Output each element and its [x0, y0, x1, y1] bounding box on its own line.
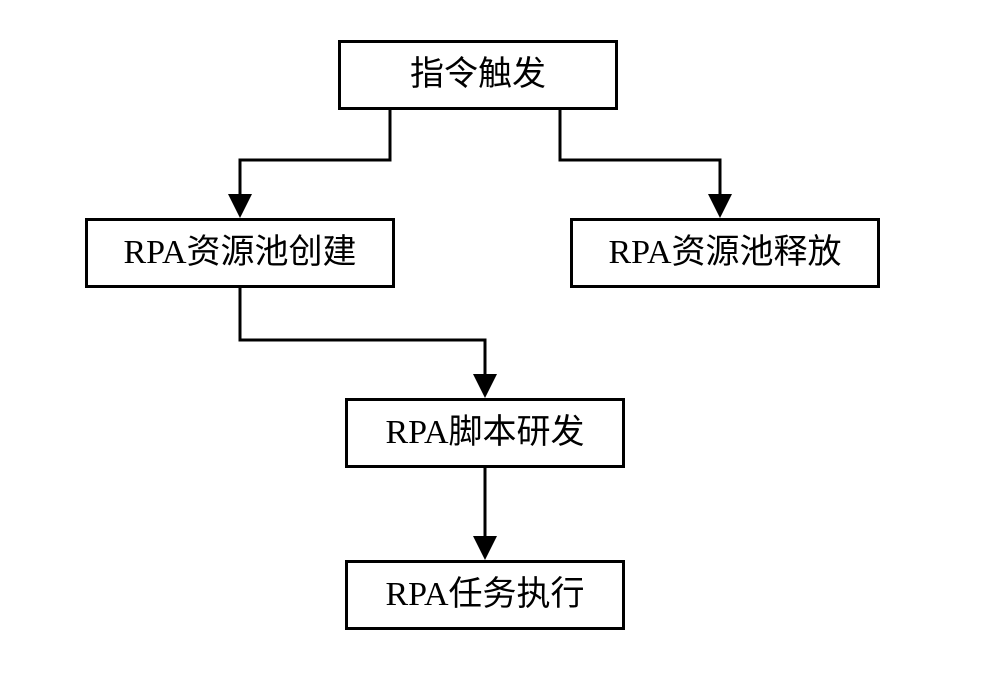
edge-create-script	[240, 288, 485, 392]
node-label: RPA资源池释放	[608, 233, 841, 274]
node-label: RPA资源池创建	[123, 233, 356, 274]
node-label: RPA脚本研发	[385, 413, 584, 454]
node-release-pool: RPA资源池释放	[570, 218, 880, 288]
node-create-pool: RPA资源池创建	[85, 218, 395, 288]
edge-trigger-create	[240, 110, 390, 212]
node-label: 指令触发	[410, 55, 546, 96]
node-label: RPA任务执行	[385, 575, 584, 616]
node-script-dev: RPA脚本研发	[345, 398, 625, 468]
edge-trigger-release	[560, 110, 720, 212]
node-trigger: 指令触发	[338, 40, 618, 110]
flowchart-container: 指令触发 RPA资源池创建 RPA资源池释放 RPA脚本研发 RPA任务执行	[0, 0, 1000, 678]
node-task-exec: RPA任务执行	[345, 560, 625, 630]
